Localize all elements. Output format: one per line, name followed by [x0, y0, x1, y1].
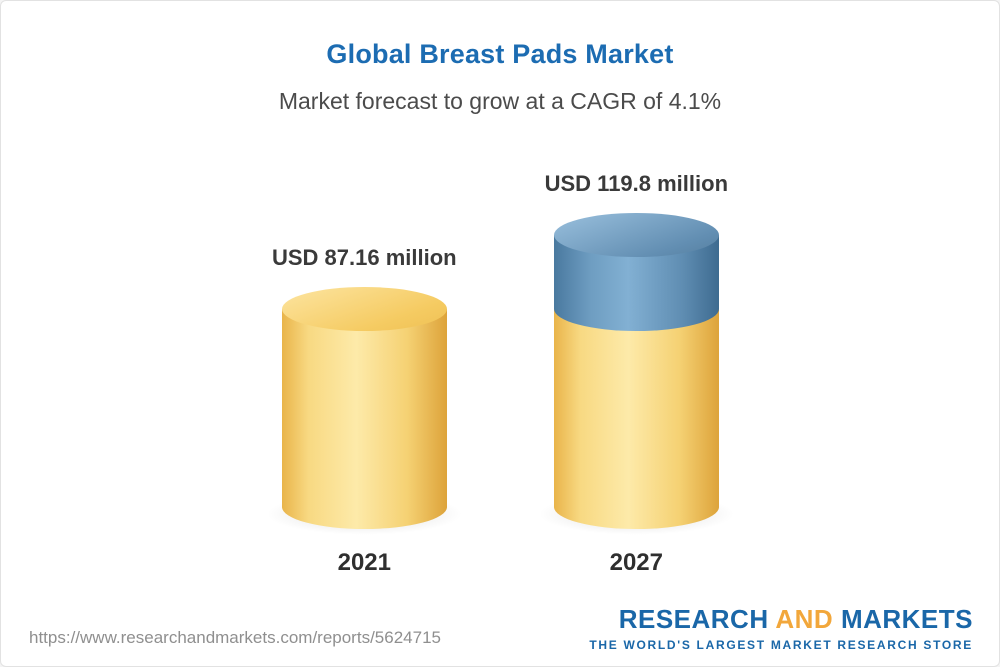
logo-word-research: RESEARCH [618, 604, 776, 634]
page-title: Global Breast Pads Market [326, 39, 674, 69]
value-label-2027: USD 119.8 million [544, 171, 729, 196]
bar-group-2027: USD 119.8 million 2027 [537, 171, 735, 577]
cylinder-2021-cap [281, 287, 447, 331]
logo-word-and: AND [775, 604, 834, 634]
research-and-markets-logo: RESEARCH AND MARKETS THE WORLD'S LARGEST… [589, 604, 973, 652]
cylinder-2027-base-segment [553, 309, 719, 529]
axis-label-2021: 2021 [337, 549, 391, 576]
cylinder-2021-body [281, 309, 447, 529]
logo-word-markets: MARKETS [833, 604, 973, 634]
chart-header: Global Breast Pads Market Market forecas… [1, 1, 999, 115]
cylinder-2027-cap [553, 213, 719, 257]
logo-tagline: THE WORLD'S LARGEST MARKET RESEARCH STOR… [589, 638, 973, 652]
chart-area: USD 87.16 million 2021 USD 119.8 million… [1, 171, 999, 577]
chart-subtitle: Market forecast to grow at a CAGR of 4.1… [278, 88, 722, 114]
axis-label-2027: 2027 [609, 549, 663, 576]
bar-group-2021: USD 87.16 million 2021 [265, 245, 463, 577]
cylinder-2021 [265, 287, 463, 535]
report-url: https://www.researchandmarkets.com/repor… [29, 628, 441, 647]
logo-wordmark: RESEARCH AND MARKETS [589, 604, 973, 635]
value-label-2021: USD 87.16 million [271, 245, 457, 270]
cylinder-2027 [537, 213, 735, 535]
